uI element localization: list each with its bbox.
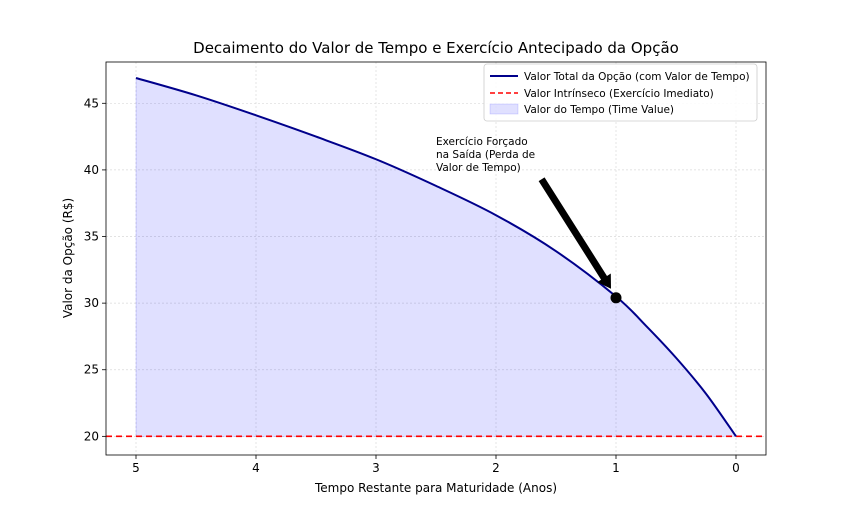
time-value-fill (135, 77, 737, 437)
plot-frame (105, 61, 767, 456)
x-axis: 5 4 3 2 1 0 (132, 455, 740, 475)
annotation-line-2: na Saída (Perda de (436, 149, 535, 161)
annotation-point (610, 292, 622, 304)
annotation-arrow (538, 177, 611, 289)
legend-label-time-value: Valor do Tempo (Time Value) (524, 104, 674, 116)
y-tick-label: 35 (84, 230, 99, 244)
x-tick-label: 4 (252, 461, 260, 475)
annotation-line-3: Valor de Tempo) (436, 162, 521, 174)
y-axis: 20 25 30 35 40 45 (84, 96, 106, 443)
legend-label-total-value: Valor Total da Opção (com Valor de Tempo… (524, 71, 750, 83)
legend-box (483, 63, 758, 122)
y-tick-label: 30 (84, 296, 99, 310)
legend-swatch-time-value (489, 103, 519, 115)
x-tick-label: 2 (492, 461, 500, 475)
x-tick-label: 1 (612, 461, 620, 475)
x-axis-label: Tempo Restante para Maturidade (Anos) (314, 481, 557, 495)
legend-label-intrinsic-value: Valor Intrínseco (Exercício Imediato) (524, 88, 714, 100)
y-tick-label: 25 (84, 363, 99, 377)
total-value-line (135, 77, 737, 437)
chart-title: Decaimento do Valor de Tempo e Exercício… (193, 39, 679, 57)
x-tick-label: 3 (372, 461, 380, 475)
x-tick-label: 0 (732, 461, 740, 475)
annotation-line-1: Exercício Forçado (436, 136, 528, 148)
x-tick-label: 5 (132, 461, 140, 475)
y-axis-label: Valor da Opção (R$) (61, 198, 75, 318)
y-tick-label: 45 (84, 96, 99, 110)
y-tick-label: 20 (84, 429, 99, 443)
annotation: Exercício Forçado na Saída (Perda de Val… (436, 136, 622, 304)
legend: Valor Total da Opção (com Valor de Tempo… (483, 63, 758, 122)
y-tick-label: 40 (84, 163, 99, 177)
